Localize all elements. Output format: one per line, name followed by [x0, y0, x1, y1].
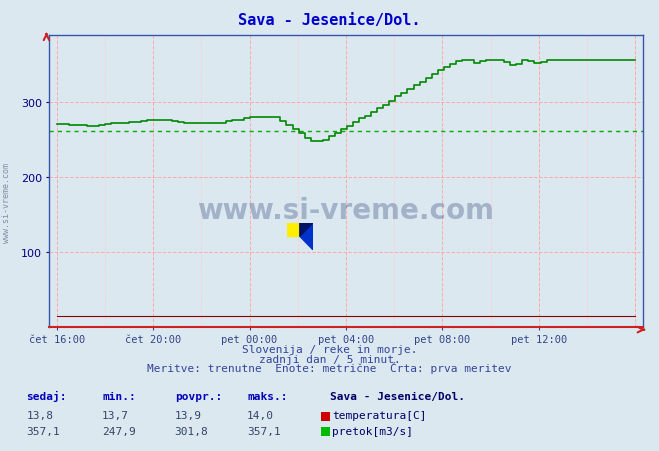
Polygon shape: [300, 223, 313, 250]
Polygon shape: [300, 223, 313, 237]
Text: 14,0: 14,0: [247, 410, 274, 420]
Text: 357,1: 357,1: [26, 426, 60, 436]
Text: 357,1: 357,1: [247, 426, 281, 436]
Text: Sava - Jesenice/Dol.: Sava - Jesenice/Dol.: [330, 391, 465, 401]
Text: pretok[m3/s]: pretok[m3/s]: [332, 426, 413, 436]
Text: povpr.:: povpr.:: [175, 391, 222, 401]
Text: www.si-vreme.com: www.si-vreme.com: [2, 163, 11, 243]
Polygon shape: [300, 223, 313, 237]
Bar: [287, 223, 300, 237]
Text: Meritve: trenutne  Enote: metrične  Črta: prva meritev: Meritve: trenutne Enote: metrične Črta: …: [147, 361, 512, 373]
Text: www.si-vreme.com: www.si-vreme.com: [198, 197, 494, 225]
Text: Slovenija / reke in morje.: Slovenija / reke in morje.: [242, 345, 417, 354]
Text: maks.:: maks.:: [247, 391, 287, 401]
Text: 247,9: 247,9: [102, 426, 136, 436]
Text: 13,9: 13,9: [175, 410, 202, 420]
Text: min.:: min.:: [102, 391, 136, 401]
Text: 301,8: 301,8: [175, 426, 208, 436]
Text: 13,8: 13,8: [26, 410, 53, 420]
Text: temperatura[C]: temperatura[C]: [332, 410, 426, 420]
Text: 13,7: 13,7: [102, 410, 129, 420]
Text: sedaj:: sedaj:: [26, 390, 67, 401]
Text: zadnji dan / 5 minut.: zadnji dan / 5 minut.: [258, 354, 401, 364]
Text: Sava - Jesenice/Dol.: Sava - Jesenice/Dol.: [239, 13, 420, 28]
